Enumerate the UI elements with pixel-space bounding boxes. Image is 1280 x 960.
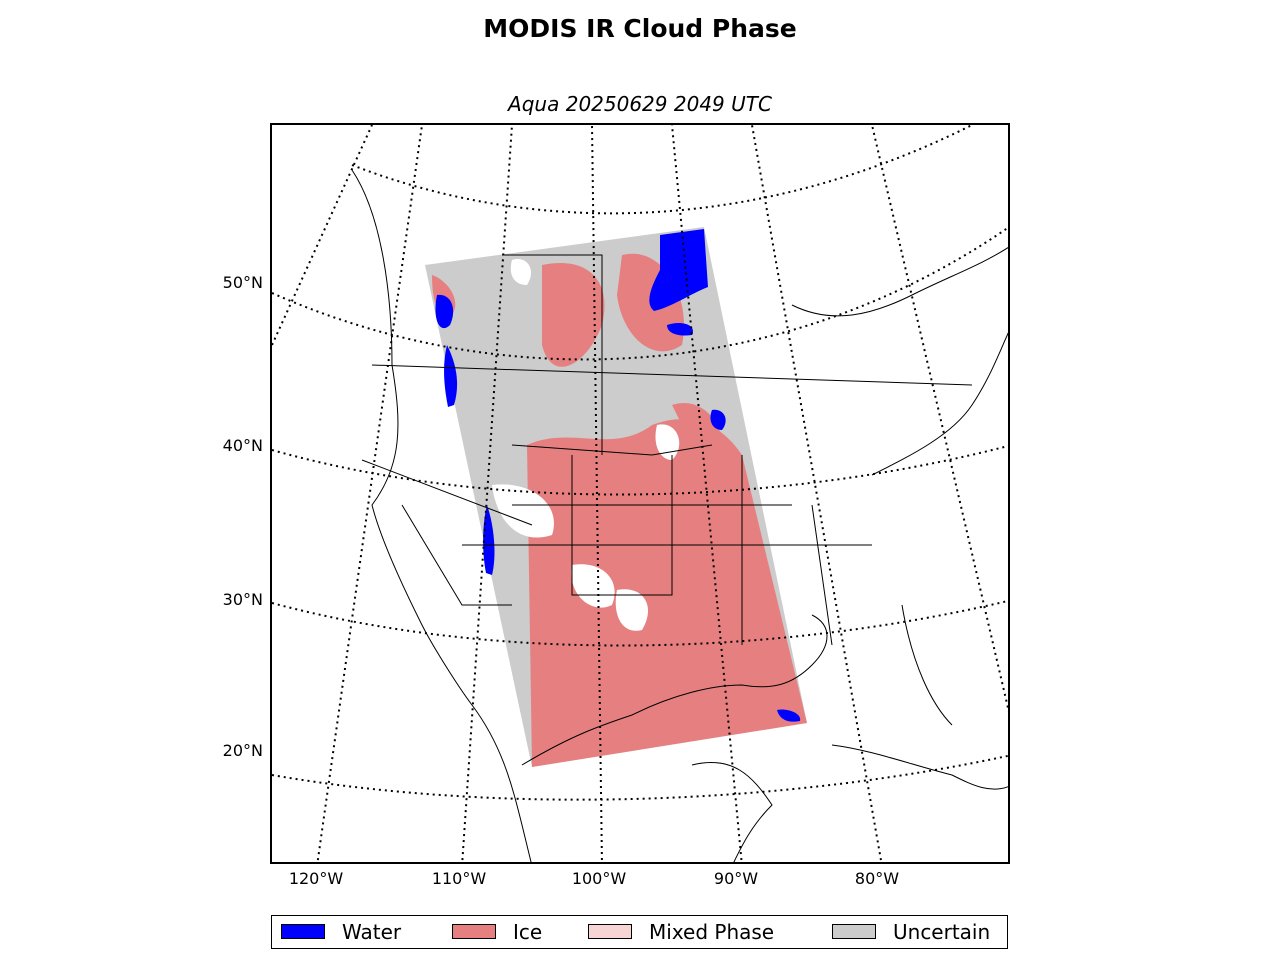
legend-label-ice: Ice	[513, 919, 543, 944]
lon-label-120w: 120°W	[288, 869, 344, 888]
chart-title: MODIS IR Cloud Phase	[483, 14, 797, 43]
chart-subtitle: Aqua 20250629 2049 UTC	[508, 92, 772, 116]
lat-label-50n: 50°N	[222, 273, 263, 292]
lon-label-90w: 90°W	[713, 869, 759, 888]
legend-item-ice: Ice	[452, 916, 542, 947]
water-cloud-regions	[435, 229, 801, 722]
legend-item-water: Water	[281, 916, 401, 947]
clear-regions	[492, 259, 680, 631]
legend-label-water: Water	[342, 919, 402, 944]
legend-swatch-mixed-phase	[588, 924, 632, 939]
legend-swatch-water	[281, 924, 325, 939]
legend-item-mixed-phase: Mixed Phase	[588, 916, 774, 947]
lat-label-20n: 20°N	[222, 741, 263, 760]
lon-label-100w: 100°W	[571, 869, 627, 888]
lon-label-110w: 110°W	[431, 869, 487, 888]
graticule-meridians	[272, 125, 1008, 862]
graticule-parallels	[272, 125, 1008, 801]
map-canvas	[272, 125, 1008, 862]
legend: Water Ice Mixed Phase Uncertain	[271, 915, 1008, 949]
coastlines-borders	[351, 169, 1008, 862]
lat-label-40n: 40°N	[222, 436, 263, 455]
legend-item-uncertain: Uncertain	[832, 916, 990, 947]
legend-label-mixed-phase: Mixed Phase	[649, 919, 775, 944]
lon-label-80w: 80°W	[854, 869, 900, 888]
map-plot-area	[270, 123, 1010, 864]
lat-label-30n: 30°N	[222, 590, 263, 609]
legend-swatch-uncertain	[832, 924, 876, 939]
legend-label-uncertain: Uncertain	[893, 919, 991, 944]
legend-swatch-ice	[452, 924, 496, 939]
